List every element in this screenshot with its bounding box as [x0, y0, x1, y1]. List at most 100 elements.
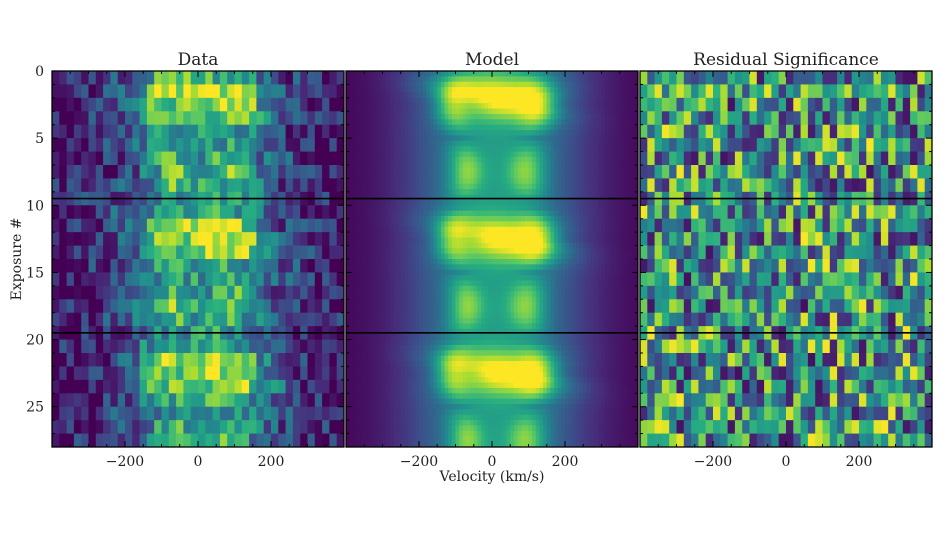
heatmap-cell: [451, 323, 457, 330]
panel-title-data: Data: [178, 50, 219, 70]
heatmap-cell: [139, 151, 148, 166]
heatmap-cell: [502, 135, 508, 142]
heatmap-cell: [481, 173, 486, 180]
heatmap-cell: [608, 178, 614, 185]
heatmap-cell: [249, 285, 257, 300]
heatmap-cell: [336, 259, 344, 274]
heatmap-cell: [561, 103, 566, 110]
heatmap-cell: [601, 301, 606, 308]
heatmap-cell: [623, 130, 628, 137]
heatmap-cell: [634, 119, 638, 126]
heatmap-cell: [473, 291, 478, 298]
heatmap-cell: [575, 87, 581, 94]
heatmap-cell: [524, 173, 530, 180]
heatmap-cell: [546, 103, 551, 110]
heatmap-cell: [397, 323, 402, 330]
heatmap-cell: [73, 353, 82, 368]
heatmap-cell: [234, 151, 243, 166]
heatmap-cell: [470, 76, 475, 83]
heatmap-cell: [572, 312, 577, 319]
heatmap-cell: [572, 285, 577, 292]
heatmap-cell: [495, 216, 500, 222]
heatmap-cell: [466, 103, 471, 110]
heatmap-cell: [356, 280, 362, 287]
heatmap-cell: [371, 119, 376, 126]
heatmap-cell: [506, 216, 511, 222]
heatmap-cell: [546, 312, 551, 319]
heatmap-cell: [459, 189, 464, 196]
heatmap-cell: [52, 339, 60, 354]
heatmap-cell: [356, 135, 362, 142]
heatmap-cell: [103, 232, 111, 247]
heatmap-cell: [572, 151, 577, 158]
heatmap-cell: [440, 199, 446, 206]
heatmap-cell: [59, 124, 68, 139]
heatmap-cell: [459, 210, 464, 217]
heatmap-cell: [473, 151, 478, 158]
heatmap-cell: [612, 275, 617, 282]
heatmap-cell: [590, 237, 595, 244]
heatmap-cell: [524, 113, 530, 120]
heatmap-cell: [314, 272, 323, 287]
heatmap-cell: [415, 237, 420, 244]
heatmap-cell: [481, 242, 486, 249]
heatmap-cell: [263, 406, 272, 421]
heatmap-cell: [488, 232, 493, 239]
heatmap-cell: [473, 167, 478, 174]
heatmap-cell: [623, 189, 628, 196]
heatmap-cell: [590, 242, 595, 249]
heatmap-cell: [521, 92, 526, 99]
heatmap-cell: [300, 232, 309, 247]
heatmap-cell: [198, 178, 206, 193]
heatmap-cell: [634, 167, 638, 174]
heatmap-cell: [146, 232, 155, 247]
heatmap-cell: [205, 165, 214, 180]
heatmap-cell: [415, 199, 420, 206]
heatmap-cell: [546, 140, 551, 147]
heatmap-cell: [586, 216, 592, 222]
heatmap-cell: [554, 97, 559, 104]
heatmap-cell: [176, 111, 184, 126]
heatmap-cell: [322, 245, 330, 260]
heatmap-cell: [627, 151, 632, 158]
heatmap-cell: [433, 264, 438, 271]
heatmap-cell: [579, 173, 584, 180]
heatmap-cell: [389, 108, 395, 115]
heatmap-cell: [597, 280, 603, 287]
heatmap-cell: [605, 103, 610, 110]
heatmap-cell: [579, 103, 584, 110]
heatmap-cell: [389, 199, 395, 206]
heatmap-cell: [513, 307, 519, 314]
heatmap-cell: [470, 259, 475, 265]
heatmap-cell: [513, 296, 519, 303]
heatmap-cell: [375, 178, 380, 185]
heatmap-cell: [378, 242, 384, 249]
heatmap-cell: [499, 156, 504, 163]
heatmap-cell: [572, 178, 577, 185]
heatmap-cell: [462, 173, 468, 180]
heatmap-cell: [568, 275, 573, 282]
heatmap-cell: [561, 119, 566, 126]
heatmap-cell: [568, 301, 573, 308]
heatmap-cell: [459, 328, 464, 335]
heatmap-cell: [572, 81, 577, 88]
heatmap-cell: [375, 130, 380, 137]
heatmap-cell: [627, 113, 632, 120]
heatmap-cell: [300, 111, 309, 126]
heatmap-cell: [375, 124, 380, 131]
heatmap-cell: [634, 71, 638, 77]
heatmap-cell: [616, 173, 621, 180]
heatmap-cell: [528, 76, 533, 83]
heatmap-cell: [495, 221, 500, 228]
heatmap-cell: [608, 71, 614, 77]
heatmap-cell: [634, 205, 638, 212]
heatmap-cell: [378, 285, 384, 292]
heatmap-cell: [408, 178, 413, 185]
heatmap-cell: [579, 81, 584, 88]
heatmap-cell: [561, 113, 566, 120]
heatmap-cell: [393, 103, 398, 110]
heatmap-cell: [466, 71, 471, 77]
heatmap-cell: [546, 285, 551, 292]
heatmap-cell: [499, 210, 504, 217]
heatmap-cell: [575, 301, 581, 308]
